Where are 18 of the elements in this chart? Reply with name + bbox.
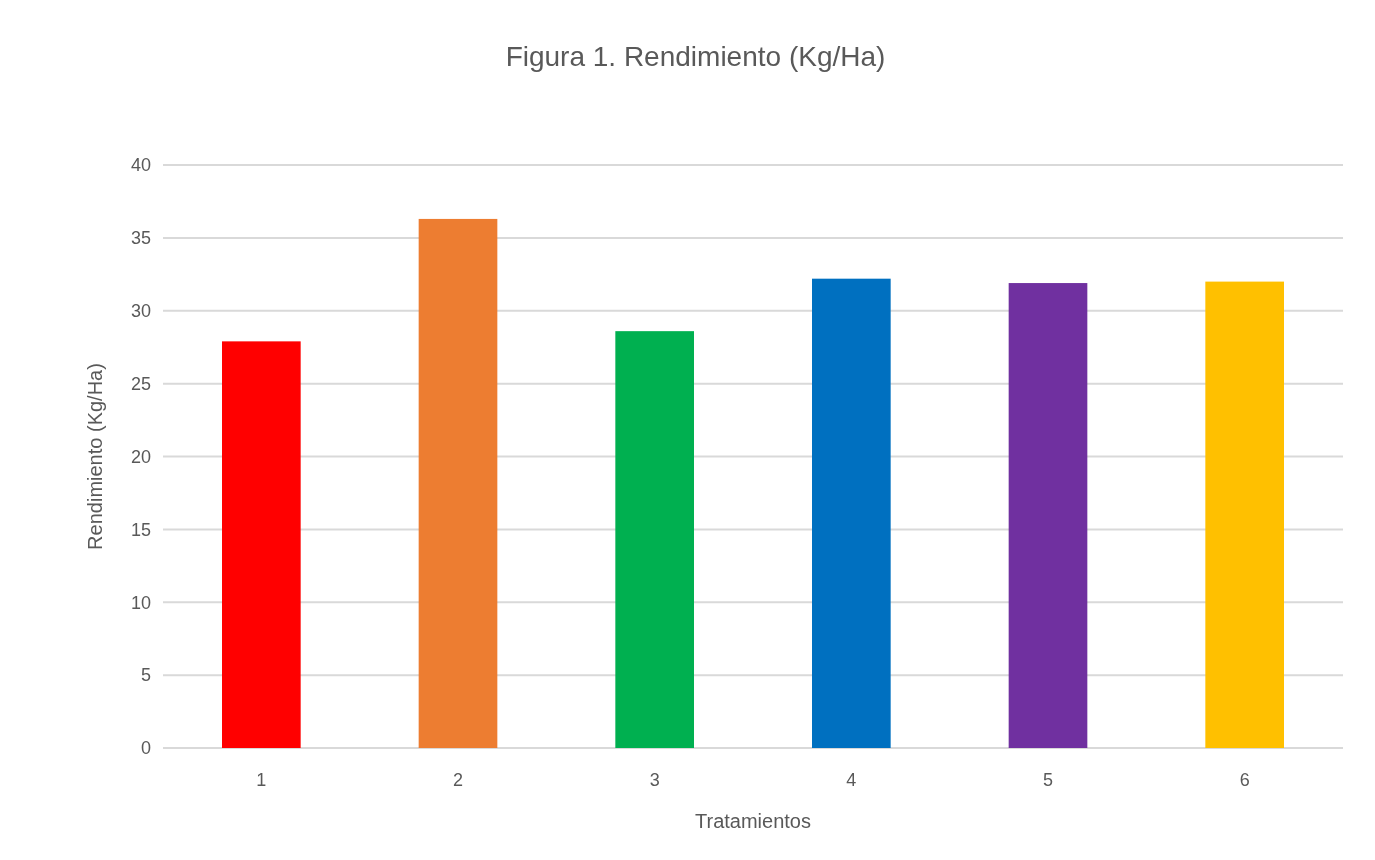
chart-title: Figura 1. Rendimiento (Kg/Ha) [505, 41, 886, 72]
x-tick-label: 5 [1042, 770, 1054, 790]
y-tick-label: 10 [130, 592, 151, 613]
x-tick-label: 2 [452, 770, 464, 790]
x-tick-label: 4 [846, 770, 857, 790]
y-tick-label: 5 [140, 665, 151, 686]
y-axis-title: Rendimiento (Kg/Ha) [84, 363, 106, 550]
y-tick-label: 40 [130, 155, 151, 176]
x-tick-label: 6 [1239, 770, 1250, 790]
y-tick-label: 15 [130, 519, 151, 540]
x-axis-title: Tratamientos [695, 810, 811, 832]
y-tick-label: 20 [130, 446, 151, 467]
y-tick-label: 30 [130, 301, 151, 322]
x-tick-label: 1 [256, 770, 267, 790]
y-tick-label: 35 [130, 228, 151, 249]
y-tick-label: 25 [130, 373, 151, 394]
y-tick-label: 0 [140, 738, 151, 759]
x-tick-label: 3 [649, 770, 660, 790]
